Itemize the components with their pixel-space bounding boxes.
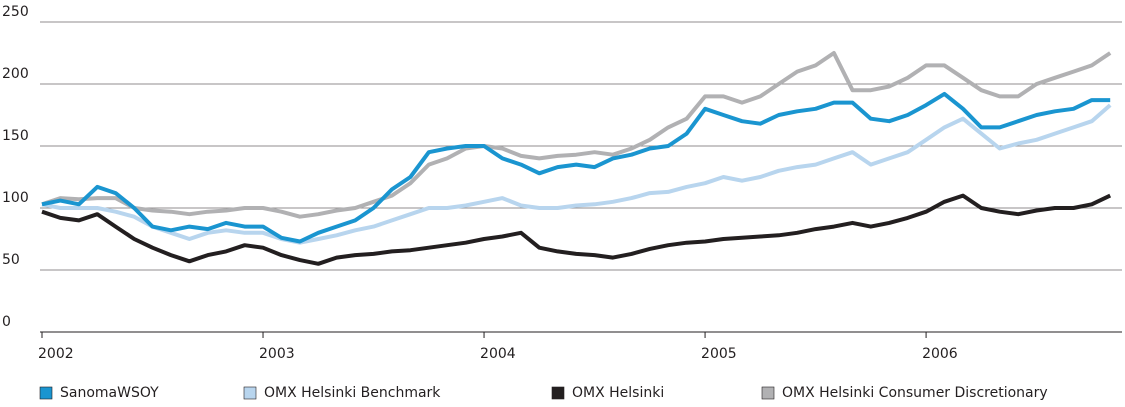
legend-label: OMX Helsinki Consumer Discretionary [782, 385, 1048, 401]
series-line [41, 91, 1111, 244]
x-tick-label: 2006 [922, 346, 958, 362]
x-tick-label: 2002 [38, 346, 74, 362]
x-tick-label: 2004 [480, 346, 516, 362]
y-tick-label: 50 [2, 252, 20, 268]
y-tick-label: 150 [2, 128, 29, 144]
legend-swatch [761, 386, 775, 400]
y-tick-label: 0 [2, 314, 11, 330]
x-tick-label: 2005 [701, 346, 737, 362]
y-tick-label: 250 [2, 4, 29, 20]
legend-swatch [243, 386, 257, 400]
legend-label: OMX Helsinki [572, 385, 664, 401]
series-line [41, 103, 1112, 245]
series-line [41, 193, 1112, 266]
series-line [41, 51, 1112, 219]
legend-label: SanomaWSOY [60, 385, 159, 401]
legend-label: OMX Helsinki Benchmark [264, 385, 441, 401]
y-tick-label: 200 [2, 66, 29, 82]
x-tick-label: 2003 [259, 346, 295, 362]
y-tick-label: 100 [2, 190, 29, 206]
legend-swatch [39, 386, 53, 400]
legend-swatch [551, 386, 565, 400]
